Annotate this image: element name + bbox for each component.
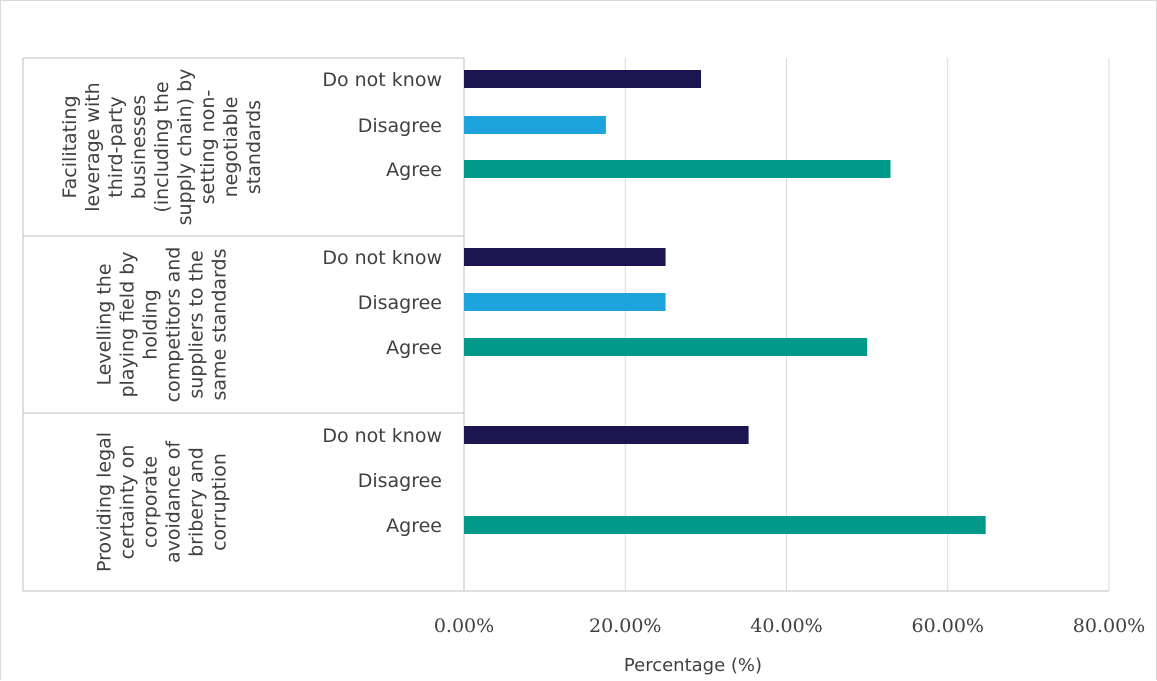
group-label-line: businesses: [128, 95, 150, 199]
x-axis-title: Percentage (%): [624, 655, 762, 676]
category-axis-frame: [22, 57, 1109, 592]
group-label-line: certainty on: [117, 445, 139, 560]
bar-agree: [464, 160, 891, 178]
group-label: Providing legal certainty on corporate avoi…: [94, 432, 231, 572]
group-label-line: leverage with: [82, 82, 104, 211]
bar-disagree: [464, 293, 666, 311]
group-label-line: corruption: [209, 453, 231, 551]
bar-do-not-know: [464, 248, 666, 266]
x-tick-label: 20.00%: [589, 615, 661, 637]
group-label-line: competitors and: [163, 247, 185, 403]
group-label-line: playing field by: [117, 252, 139, 398]
category-label: Do not know: [322, 69, 442, 91]
bar-agree: [464, 516, 986, 534]
group-label-line: standards: [243, 100, 265, 194]
bar-agree: [464, 338, 868, 356]
group-label-line: third-party: [105, 96, 127, 197]
x-tick-label: 40.00%: [750, 615, 822, 637]
group-label-line: same standards: [209, 249, 231, 401]
group-label: Levelling the playing field by holding comp…: [94, 247, 231, 403]
x-tick-label: 0.00%: [434, 615, 494, 637]
category-label: Agree: [386, 515, 442, 537]
group-label-line: negotiable: [220, 97, 242, 198]
bar-do-not-know: [464, 426, 749, 444]
group-label-line: bribery and: [186, 447, 208, 557]
group-label-line: holding: [140, 289, 162, 359]
bar-do-not-know: [464, 70, 702, 88]
category-label: Agree: [386, 159, 442, 181]
gridlines: [624, 58, 1110, 591]
group-label-line: corporate: [140, 456, 162, 548]
group-label: Facilitating leverage with third-party busi…: [59, 69, 265, 226]
group-label-line: Facilitating: [59, 95, 81, 198]
group-label-line: Providing legal: [94, 432, 116, 572]
group-label-line: avoidance of: [163, 440, 185, 563]
category-label: Disagree: [358, 115, 442, 137]
category-labels: Do not know Disagree Agree Do not know Disag…: [322, 69, 442, 537]
category-label: Disagree: [358, 292, 442, 314]
group-labels: Facilitating leverage with third-party busi…: [59, 69, 265, 572]
group-label-line: Levelling the: [94, 263, 116, 385]
x-tick-labels: 0.00% 20.00% 40.00% 60.00% 80.00%: [434, 615, 1145, 637]
x-tick-label: 60.00%: [912, 615, 984, 637]
group-label-line: supply chain) by: [174, 69, 196, 226]
category-label: Agree: [386, 337, 442, 359]
x-tick-label: 80.00%: [1073, 615, 1145, 637]
group-label-line: (including the: [151, 81, 173, 212]
bar-disagree: [464, 116, 606, 134]
category-label: Do not know: [322, 425, 442, 447]
category-label: Disagree: [358, 470, 442, 492]
category-label: Do not know: [322, 247, 442, 269]
group-label-line: setting non-: [197, 90, 219, 204]
group-label-line: suppliers to the: [186, 250, 208, 398]
bars: [464, 70, 986, 534]
